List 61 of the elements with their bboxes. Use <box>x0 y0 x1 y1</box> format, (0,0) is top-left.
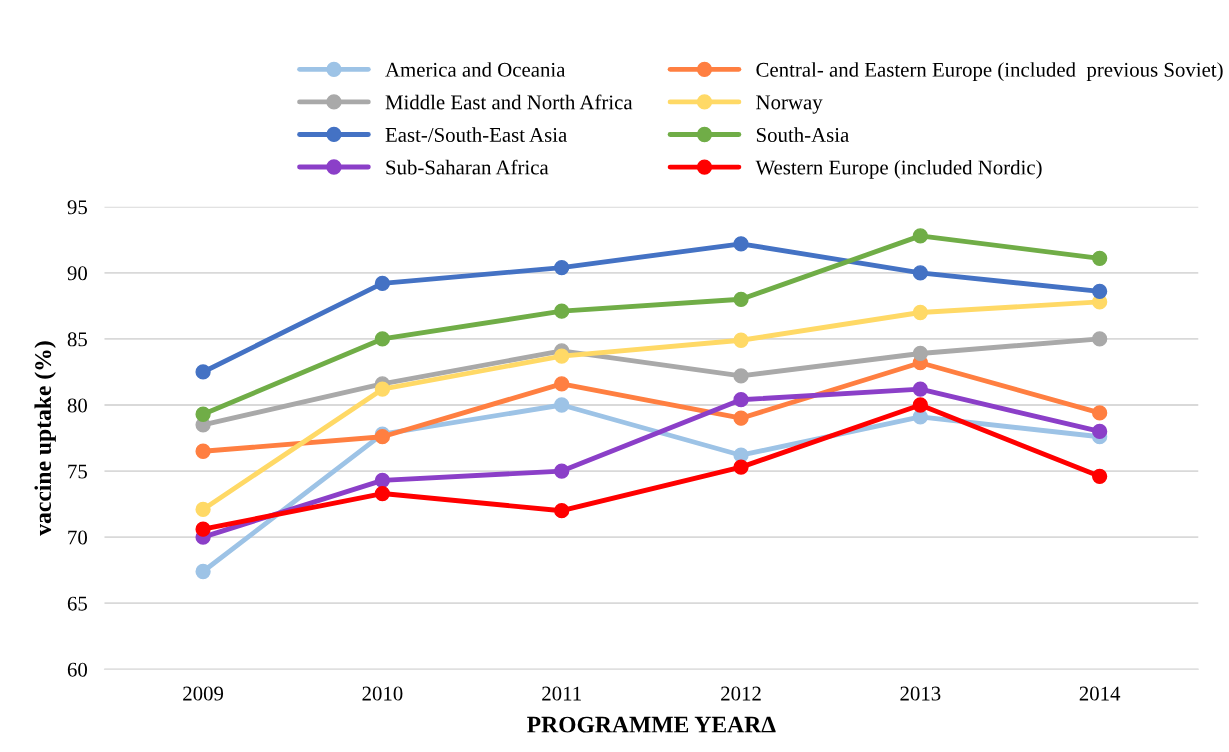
y-tick-label: 80 <box>67 398 87 413</box>
point <box>195 364 211 380</box>
point <box>733 291 749 307</box>
point <box>912 304 928 321</box>
y-tick-label: 95 <box>67 200 87 215</box>
point <box>912 345 928 362</box>
point <box>733 392 749 408</box>
point <box>733 332 749 348</box>
point <box>554 348 570 364</box>
point <box>374 381 391 397</box>
legend-label: Western Europe (included Nordic) <box>755 159 1042 179</box>
point <box>912 381 928 397</box>
legend-label: Norway <box>756 95 823 114</box>
legend-label: Central- and Eastern Europe (included previous Soviet) <box>756 62 1223 82</box>
legend-label: Middle East and North Africa <box>385 94 633 110</box>
point <box>1092 250 1108 266</box>
y-axis-title: vaccine uptake (%) <box>34 341 56 536</box>
x-tick-label: 2014 <box>1079 686 1121 701</box>
point <box>912 228 928 244</box>
point <box>195 501 211 518</box>
x-tick-label: 2010 <box>362 686 403 701</box>
point <box>374 331 391 347</box>
point <box>1092 405 1108 421</box>
point <box>195 443 211 459</box>
y-tick-label: 65 <box>67 596 87 611</box>
legend-label: South-Asia <box>756 127 849 143</box>
point <box>1092 423 1108 440</box>
y-tick-label: 60 <box>67 662 87 677</box>
legend-label: East-/South-East Asia <box>385 127 567 142</box>
x-tick-label: 2009 <box>183 686 224 701</box>
point <box>1092 283 1108 300</box>
y-tick-label: 70 <box>68 530 87 545</box>
x-tick-label: 2013 <box>900 686 941 701</box>
point <box>554 463 570 479</box>
point <box>554 259 570 276</box>
point <box>195 406 211 422</box>
y-tick-label: 90 <box>67 266 87 281</box>
point <box>733 410 749 426</box>
x-tick-label: 2012 <box>721 686 761 701</box>
x-axis-title: PROGRAMME YEARΔ <box>527 716 776 733</box>
point <box>554 303 570 319</box>
legend-label: Sub-Saharan Africa <box>386 159 549 175</box>
point <box>195 521 211 537</box>
point <box>374 275 391 292</box>
point <box>733 368 749 384</box>
point <box>554 376 570 392</box>
point <box>912 397 928 413</box>
point <box>733 459 749 475</box>
point <box>1092 468 1108 484</box>
x-tick-label: 2011 <box>542 686 581 701</box>
point <box>195 563 211 580</box>
point <box>1092 331 1108 347</box>
point <box>554 503 570 519</box>
point <box>912 265 928 281</box>
legend-label: America and Oceania <box>385 62 566 77</box>
point <box>733 236 749 252</box>
y-tick-label: 75 <box>68 464 87 479</box>
point <box>554 397 570 413</box>
y-tick-label: 85 <box>67 332 87 347</box>
point <box>374 485 391 502</box>
point <box>374 472 391 488</box>
